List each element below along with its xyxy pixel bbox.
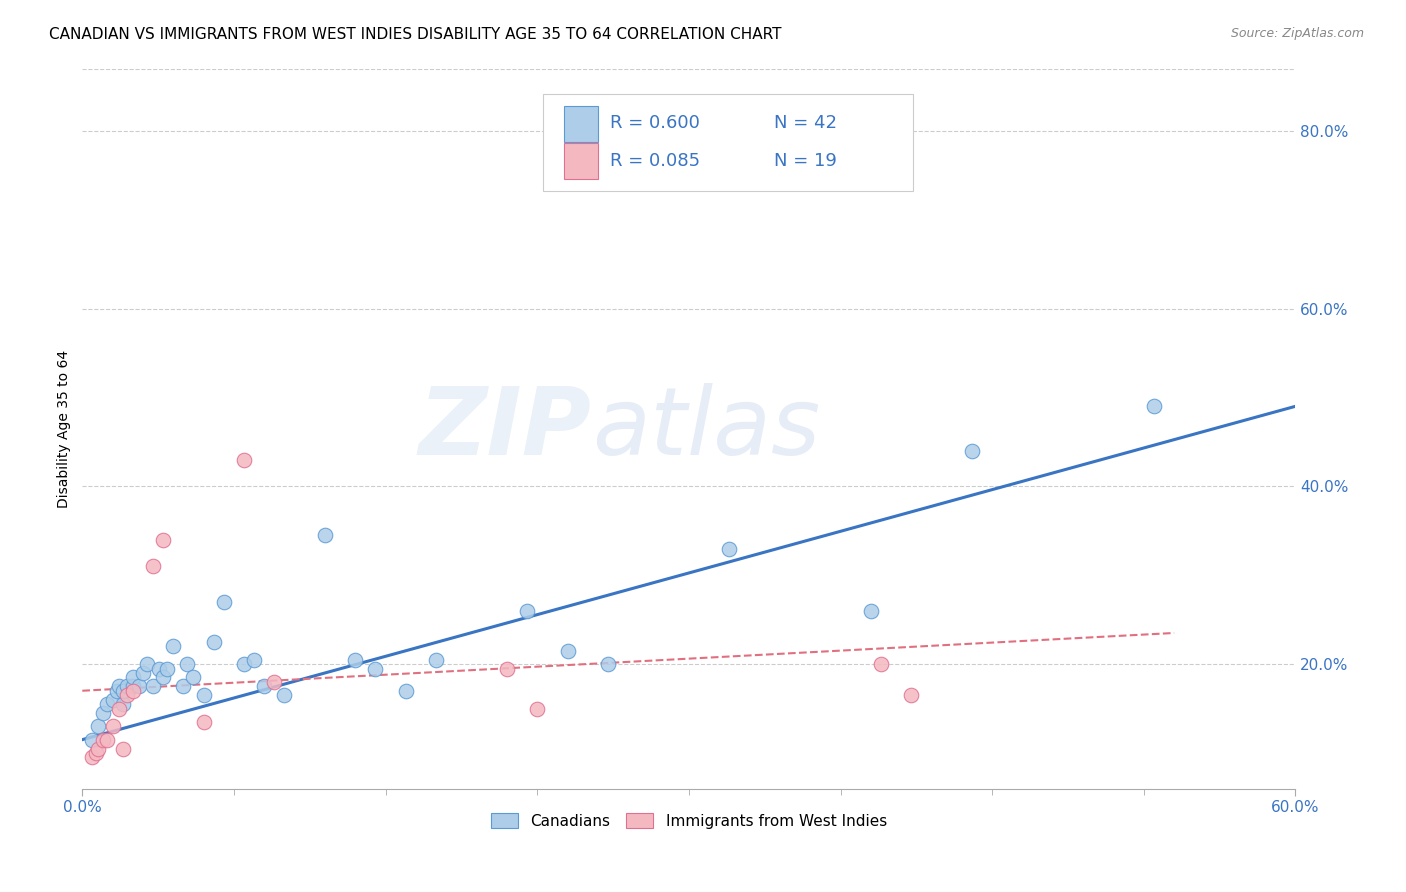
Point (526, 701, 548, 715)
Point (121, 679, 143, 693)
Point (395, 683, 418, 698)
Text: R = 0.085: R = 0.085 (610, 152, 700, 169)
Point (425, 653, 447, 667)
Point (152, 670, 174, 684)
Point (115, 688, 138, 702)
Point (111, 741, 134, 756)
Point (87, 741, 110, 756)
Text: N = 19: N = 19 (773, 152, 837, 169)
Point (82, 750, 104, 764)
Point (960, 443, 983, 458)
Point (107, 679, 129, 693)
Point (496, 661, 519, 675)
Point (233, 452, 256, 467)
Text: CANADIAN VS IMMIGRANTS FROM WEST INDIES DISABILITY AGE 35 TO 64 CORRELATION CHAR: CANADIAN VS IMMIGRANTS FROM WEST INDIES … (49, 27, 782, 42)
Point (142, 679, 165, 693)
Point (121, 670, 143, 684)
Point (557, 644, 579, 658)
Point (718, 541, 741, 556)
Text: atlas: atlas (592, 383, 820, 474)
Point (344, 653, 367, 667)
Point (859, 604, 882, 618)
Point (136, 657, 159, 671)
FancyBboxPatch shape (564, 143, 598, 178)
Point (253, 679, 276, 693)
Point (82, 732, 104, 747)
Point (233, 657, 256, 671)
Point (91, 706, 114, 720)
Point (870, 657, 893, 671)
Point (1143, 399, 1166, 413)
Point (273, 688, 295, 702)
Point (516, 604, 538, 618)
Point (96, 697, 118, 711)
Point (111, 683, 134, 698)
Point (193, 688, 215, 702)
Point (193, 714, 215, 729)
Point (900, 688, 922, 702)
Point (107, 701, 129, 715)
Point (148, 661, 170, 675)
Point (212, 595, 235, 609)
Point (176, 657, 198, 671)
Point (111, 697, 134, 711)
Point (156, 661, 179, 675)
FancyBboxPatch shape (564, 106, 598, 142)
Point (364, 661, 387, 675)
Text: Source: ZipAtlas.com: Source: ZipAtlas.com (1230, 27, 1364, 40)
Y-axis label: Disability Age 35 to 64: Disability Age 35 to 64 (58, 350, 72, 508)
Point (142, 559, 165, 574)
Text: R = 0.600: R = 0.600 (610, 114, 700, 132)
Point (128, 679, 150, 693)
Point (101, 719, 124, 733)
Point (162, 640, 184, 654)
Point (314, 528, 336, 542)
Point (243, 653, 266, 667)
Point (202, 635, 225, 649)
Point (596, 657, 619, 671)
Point (105, 683, 128, 698)
Text: N = 42: N = 42 (773, 114, 837, 132)
Point (152, 533, 174, 547)
Point (132, 665, 155, 680)
Point (86, 746, 108, 760)
Legend: Canadians, Immigrants from West Indies: Canadians, Immigrants from West Indies (485, 806, 893, 835)
Text: ZIP: ZIP (419, 383, 592, 475)
Point (115, 679, 138, 693)
Point (172, 679, 194, 693)
Point (101, 692, 124, 706)
Point (91, 732, 114, 747)
Point (96, 732, 118, 747)
Point (263, 674, 285, 689)
Point (183, 670, 205, 684)
Point (87, 719, 110, 733)
FancyBboxPatch shape (543, 94, 914, 191)
Point (121, 683, 143, 698)
